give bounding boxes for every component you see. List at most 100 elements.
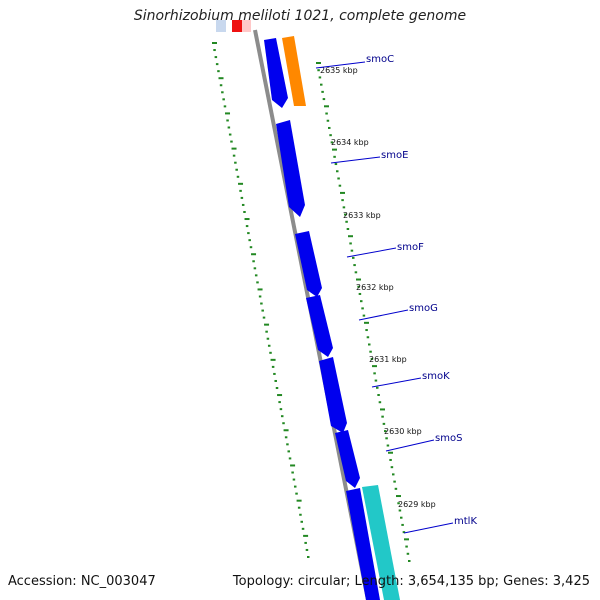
gene-arrow-smoC-region[interactable] [264, 38, 288, 108]
track-tick [283, 429, 289, 432]
track-tick [406, 552, 410, 555]
ruler-label-2634: 2634 kbp [331, 138, 369, 147]
gene-arrow-mtlK[interactable] [362, 485, 400, 600]
gene-arrow-smoS[interactable] [335, 430, 360, 488]
track-tick [288, 457, 292, 460]
genome-summary-text: Topology: circular; Length: 3,654,135 bp… [232, 574, 590, 589]
gene-arrow-smoK[interactable] [319, 357, 347, 433]
gene-label-smoF[interactable]: smoF [397, 242, 424, 253]
track-tick [381, 415, 384, 418]
track-tick [221, 91, 224, 94]
track-tick [291, 471, 294, 474]
gene-arrow-smoG[interactable] [306, 295, 333, 357]
track-tick [249, 246, 253, 249]
track-tick [386, 444, 390, 447]
track-tick [269, 351, 272, 354]
track-tick [388, 451, 393, 454]
track-tick [286, 443, 289, 446]
track-tick [245, 225, 249, 228]
track-tick [292, 478, 296, 481]
track-tick [390, 466, 394, 469]
gene-label-smoG[interactable]: smoG [409, 303, 438, 314]
track-tick [380, 408, 385, 411]
track-tick [304, 541, 307, 544]
gene-label-line-smoE [330, 156, 381, 164]
gene-label-line-mtlK [403, 522, 454, 534]
track-tick [252, 260, 255, 263]
gene-label-smoE[interactable]: smoE [381, 150, 408, 161]
gene-arrow-mtlK-region[interactable] [346, 488, 380, 600]
track-tick [358, 292, 362, 295]
gene-label-smoS[interactable]: smoS [435, 433, 462, 444]
track-tick [261, 309, 264, 312]
gene-label-line-smoK [371, 377, 422, 388]
track-tick [402, 531, 406, 534]
track-tick [368, 343, 371, 346]
track-tick [251, 253, 257, 256]
track-tick [384, 430, 387, 433]
track-tick [270, 358, 276, 361]
track-tick [378, 401, 382, 404]
track-tick [334, 163, 338, 166]
gene-arrow-smoC[interactable] [282, 36, 306, 106]
track-tick [357, 285, 360, 288]
track-tick [396, 495, 401, 498]
ruler-label-2632: 2632 kbp [356, 283, 394, 292]
track-tick [234, 161, 237, 164]
track-tick [290, 464, 296, 467]
track-tick [405, 545, 408, 548]
track-tick [404, 538, 409, 541]
gene-label-mtlK[interactable]: mtlK [454, 516, 477, 527]
track-tick [227, 126, 231, 129]
track-tick [232, 154, 236, 157]
track-tick [336, 170, 339, 173]
track-tick [258, 295, 262, 298]
ruler-label-2630: 2630 kbp [384, 427, 422, 436]
track-tick [329, 134, 332, 137]
ruler-label-2635: 2635 kbp [320, 66, 358, 75]
track-tick [300, 520, 303, 523]
track-tick [212, 42, 217, 44]
track-tick [376, 386, 379, 389]
track-tick [322, 98, 326, 101]
track-tick [349, 242, 352, 245]
track-tick [231, 147, 237, 150]
track-tick [346, 228, 350, 230]
track-tick [356, 278, 361, 281]
track-tick [239, 189, 242, 192]
partial-feature-lightblue [216, 20, 226, 32]
track-tick [262, 316, 266, 319]
gene-label-line-smoG [358, 309, 409, 321]
gene-label-line-smoC [315, 61, 366, 69]
track-tick [219, 84, 223, 87]
gene-label-smoC[interactable]: smoC [366, 54, 394, 65]
track-tick [317, 69, 320, 72]
track-tick [318, 76, 322, 79]
track-tick [398, 509, 402, 512]
outer-tick-track [212, 42, 310, 558]
track-tick [282, 422, 285, 425]
track-tick [377, 394, 380, 396]
gene-label-smoK[interactable]: smoK [422, 371, 450, 382]
track-tick [278, 401, 281, 404]
track-tick [244, 218, 250, 221]
track-tick [400, 516, 403, 519]
track-tick [392, 473, 395, 476]
track-tick [253, 267, 257, 270]
track-tick [321, 90, 324, 93]
track-tick [247, 232, 250, 235]
track-tick [215, 63, 219, 66]
track-tick [226, 119, 229, 122]
accession-text: Accession: NC_003047 [8, 574, 156, 589]
track-tick [394, 487, 398, 490]
track-tick [297, 506, 301, 509]
gene-arrow-smoE[interactable] [276, 120, 305, 217]
track-tick [260, 302, 263, 305]
track-tick [374, 379, 378, 382]
track-tick [296, 499, 302, 502]
gene-arrow-smoF[interactable] [295, 231, 322, 297]
track-tick [235, 168, 238, 171]
track-tick [241, 203, 245, 206]
gene-label-line-smoF [346, 247, 397, 258]
